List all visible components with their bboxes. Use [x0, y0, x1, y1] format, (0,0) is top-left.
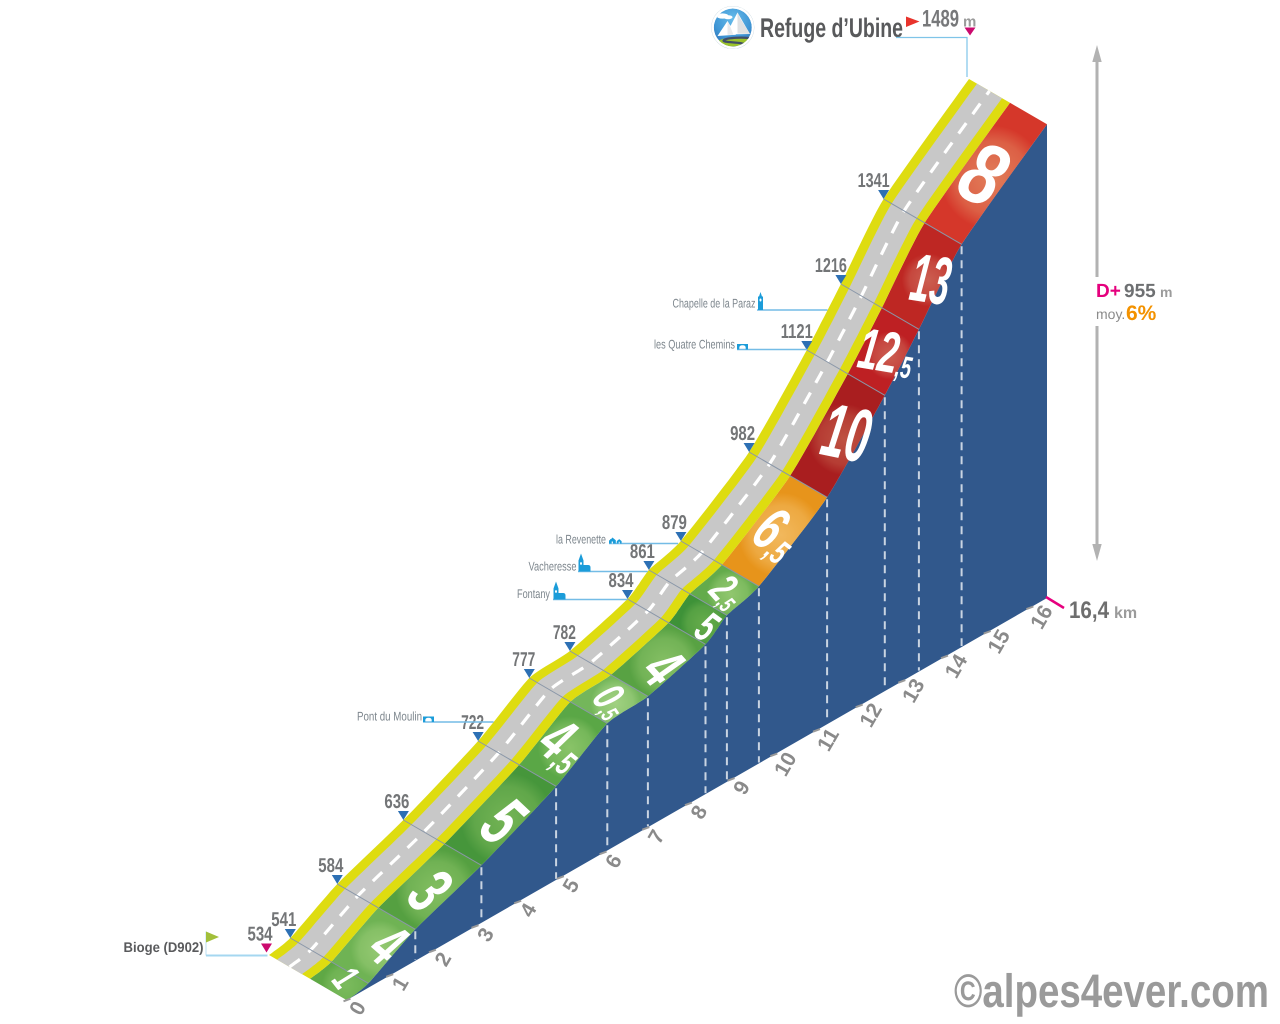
svg-text:Pont du Moulin: Pont du Moulin — [357, 710, 422, 724]
svg-text:777: 777 — [512, 649, 535, 671]
svg-text:722: 722 — [461, 712, 484, 734]
svg-text:Vacheresse: Vacheresse — [529, 560, 577, 574]
svg-text:Bioge (D902): Bioge (D902) — [124, 939, 204, 955]
svg-text:879: 879 — [662, 512, 687, 534]
svg-text:1216: 1216 — [815, 255, 847, 277]
svg-text:Fontany: Fontany — [517, 587, 551, 601]
svg-text:636: 636 — [384, 791, 409, 813]
svg-text:982: 982 — [730, 423, 755, 445]
svg-text:moy.: moy. — [1096, 306, 1125, 322]
svg-text:861: 861 — [630, 541, 655, 563]
svg-text:584: 584 — [318, 855, 344, 877]
svg-text:1341: 1341 — [858, 170, 890, 192]
svg-text:Refuge d’Ubine: Refuge d’Ubine — [760, 13, 903, 43]
svg-text:©alpes4ever.com: ©alpes4ever.com — [954, 964, 1269, 1017]
svg-text:534: 534 — [248, 924, 274, 946]
svg-text:6%: 6% — [1126, 302, 1157, 325]
svg-text:834: 834 — [609, 570, 635, 592]
svg-text:km: km — [1114, 605, 1137, 622]
svg-text:782: 782 — [553, 622, 576, 644]
svg-text:16,4: 16,4 — [1069, 597, 1110, 624]
svg-text:D+: D+ — [1096, 281, 1121, 302]
svg-text:Chapelle de la Paraz: Chapelle de la Paraz — [673, 297, 756, 311]
svg-text:541: 541 — [271, 909, 296, 931]
svg-text:1121: 1121 — [781, 321, 813, 343]
svg-text:les Quatre Chemins: les Quatre Chemins — [654, 337, 735, 351]
svg-text:1489: 1489 — [922, 6, 959, 33]
svg-text:m: m — [1160, 284, 1172, 300]
svg-text:m: m — [963, 14, 976, 31]
svg-text:12,5: 12,5 — [854, 315, 919, 388]
svg-text:955: 955 — [1124, 281, 1156, 302]
svg-text:la Revenette: la Revenette — [556, 533, 606, 547]
